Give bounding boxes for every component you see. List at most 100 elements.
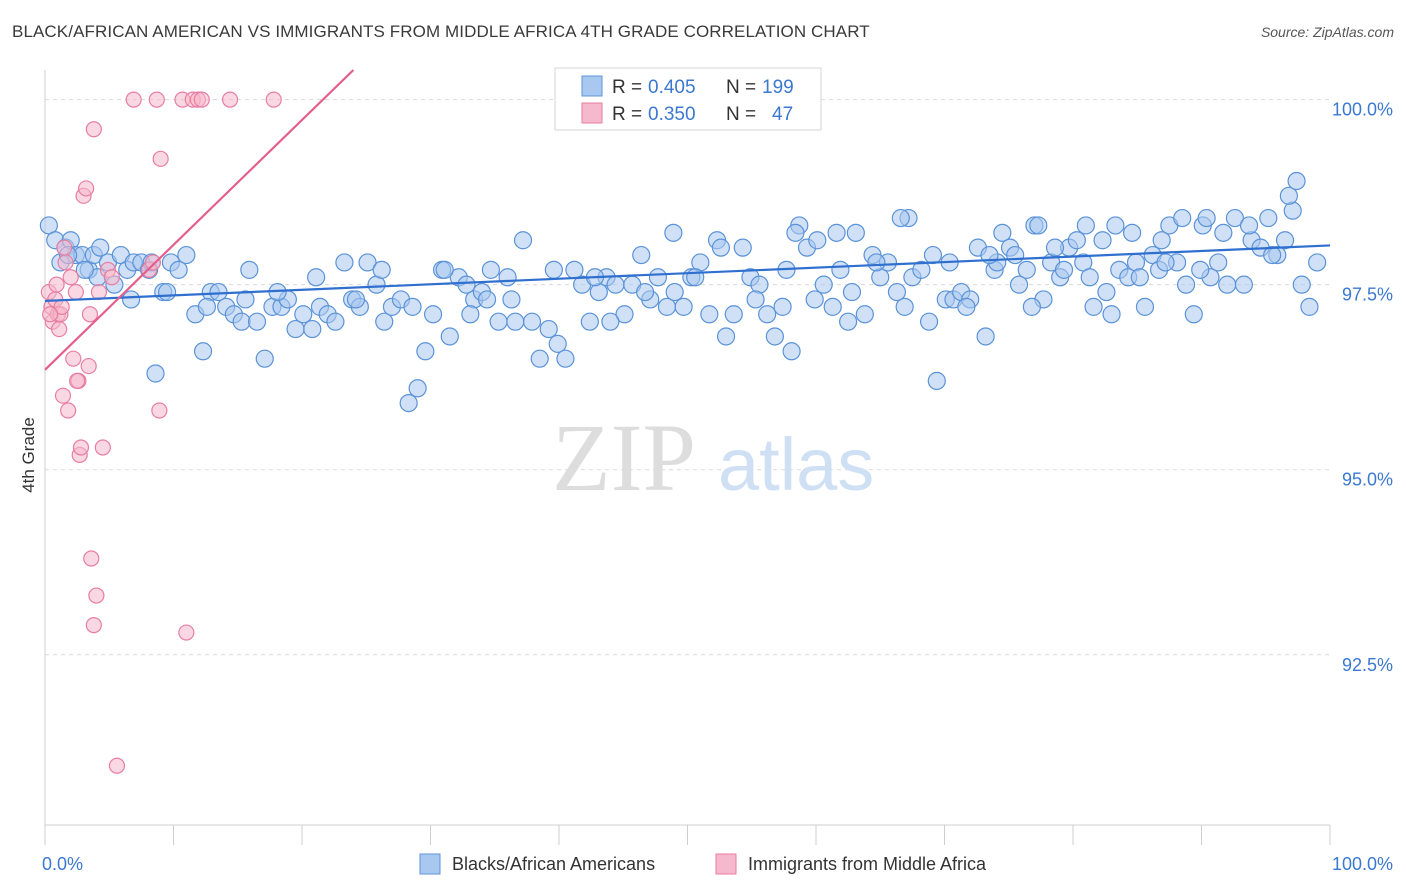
point-blue-164 (502, 290, 521, 309)
point-blue-157 (1292, 275, 1311, 294)
point-blue-138 (1135, 297, 1155, 316)
point-blue-153 (1259, 208, 1278, 228)
point-blue-111 (912, 260, 931, 279)
bottom-legend-label-pink: Immigrants from Middle Africa (748, 854, 987, 874)
point-pink-35 (151, 402, 168, 419)
point-blue-49 (399, 393, 418, 413)
bottom-legend-swatch-pink (715, 853, 737, 875)
point-pink-25 (88, 587, 105, 604)
chart-title: BLACK/AFRICAN AMERICAN VS IMMIGRANTS FRO… (12, 22, 870, 41)
point-blue-209 (403, 297, 422, 316)
point-blue-113 (927, 371, 946, 390)
trend-line-pink (44, 69, 355, 371)
legend-r-label-blue: R = (612, 77, 642, 98)
y-axis-title: 4th Grade (19, 417, 38, 493)
point-blue-200 (786, 223, 805, 242)
point-blue-59 (481, 260, 500, 279)
point-pink-8 (48, 276, 65, 293)
bottom-legend-label-blue: Blacks/African Americans (452, 854, 655, 874)
point-blue-51 (416, 342, 435, 361)
point-pink-31 (125, 91, 142, 108)
point-blue-182 (1214, 223, 1233, 242)
point-blue-100 (823, 297, 842, 316)
point-blue-210 (346, 290, 366, 309)
point-pink-44 (54, 387, 72, 404)
point-blue-217 (75, 260, 94, 279)
legend-n-value-blue: 199 (762, 77, 794, 98)
point-pink-46 (85, 121, 102, 138)
y-ticks: 100.0% 97.5% 95.0% 92.5% (1332, 100, 1393, 675)
point-blue-148 (1218, 275, 1237, 294)
point-blue-95 (782, 342, 801, 361)
point-blue-168 (808, 231, 827, 250)
point-blue-93 (765, 327, 784, 346)
point-blue-98 (805, 290, 824, 309)
point-blue-197 (923, 245, 943, 265)
point-blue-74 (606, 275, 625, 294)
point-pink-5 (51, 320, 68, 338)
x-ticks: 0.0% 100.0% (42, 825, 1393, 874)
point-pink-30 (108, 757, 126, 774)
point-pink-18 (72, 439, 90, 456)
point-blue-46 (375, 312, 394, 331)
point-blue-194 (1006, 245, 1025, 265)
point-blue-131 (1076, 216, 1095, 235)
point-blue-191 (1080, 268, 1099, 287)
point-pink-38 (178, 624, 195, 641)
point-blue-193 (1029, 216, 1048, 235)
y-tick-label-1: 97.5% (1342, 285, 1393, 305)
trend-line-blue (44, 244, 1331, 303)
point-blue-101 (831, 260, 850, 279)
point-blue-77 (632, 245, 651, 265)
point-blue-165 (601, 312, 620, 331)
point-pink-24 (85, 617, 102, 634)
point-blue-56 (457, 275, 476, 294)
y-tick-label-2: 95.0% (1342, 470, 1393, 490)
point-blue-208 (435, 260, 454, 279)
point-blue-206 (544, 260, 563, 279)
point-blue-190 (1106, 216, 1125, 235)
point-blue-202 (711, 238, 731, 257)
point-pink-15 (67, 283, 84, 301)
point-blue-147 (1209, 253, 1228, 272)
point-blue-162 (372, 260, 391, 279)
point-blue-203 (686, 268, 705, 287)
legend-r-value-pink: 0.350 (648, 104, 696, 125)
point-pink-41 (193, 91, 210, 108)
point-blue-36 (294, 305, 313, 324)
point-pink-33 (144, 254, 162, 271)
point-blue-102 (839, 312, 858, 331)
point-blue-37 (303, 319, 322, 339)
point-blue-215 (157, 282, 177, 302)
series-immigrants-points (40, 91, 282, 774)
point-blue-213 (236, 290, 255, 309)
point-blue-79 (648, 268, 668, 287)
point-blue-155 (1275, 231, 1295, 250)
point-blue-183 (1239, 216, 1259, 235)
point-blue-108 (887, 282, 907, 302)
y-tick-label-3: 92.5% (1342, 655, 1393, 675)
point-blue-63 (513, 231, 533, 250)
point-blue-44 (358, 253, 377, 272)
point-blue-158 (1300, 297, 1319, 316)
point-blue-132 (1084, 297, 1103, 316)
point-blue-166 (664, 223, 683, 242)
point-blue-41 (335, 253, 354, 272)
point-pink-9 (42, 306, 59, 323)
series-legend: Blacks/African Americans Immigrants from… (419, 853, 987, 875)
point-blue-65 (530, 349, 549, 368)
point-blue-103 (846, 223, 865, 242)
point-blue-170 (867, 253, 886, 272)
legend-r-label-pink: R = (612, 104, 642, 125)
point-blue-169 (842, 282, 862, 302)
point-blue-184 (1279, 186, 1298, 205)
point-blue-177 (1097, 282, 1116, 302)
point-blue-207 (477, 290, 497, 309)
point-blue-20 (169, 260, 188, 279)
point-blue-188 (1156, 253, 1175, 272)
point-blue-31 (255, 349, 274, 368)
point-blue-143 (1176, 275, 1196, 294)
y-tick-label-0: 100.0% (1332, 100, 1393, 120)
point-blue-92 (758, 305, 777, 324)
point-blue-21 (177, 245, 196, 265)
